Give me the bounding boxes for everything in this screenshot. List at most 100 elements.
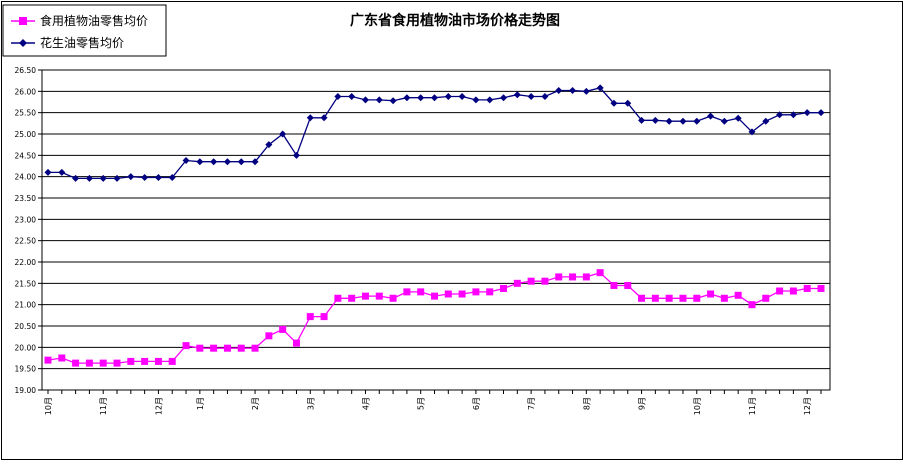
data-point <box>748 128 756 136</box>
data-point <box>361 292 369 300</box>
data-point <box>569 273 577 281</box>
data-point <box>720 294 728 302</box>
data-point <box>707 290 715 298</box>
data-point <box>596 84 604 92</box>
data-point <box>292 151 300 159</box>
data-point <box>707 112 715 120</box>
data-point <box>582 273 590 281</box>
data-point <box>486 96 494 104</box>
data-point <box>320 313 328 321</box>
data-point <box>417 94 425 102</box>
data-point <box>596 269 604 277</box>
data-point <box>168 357 176 365</box>
data-point <box>210 344 218 352</box>
data-point <box>500 94 508 102</box>
data-point <box>403 288 411 296</box>
data-point <box>720 117 728 125</box>
data-point <box>237 158 245 166</box>
data-point <box>624 281 632 289</box>
series-layer <box>44 84 825 367</box>
data-point <box>348 294 356 302</box>
data-point <box>638 294 646 302</box>
data-point <box>279 325 287 333</box>
data-point <box>99 174 107 182</box>
x-tick-label: 7月 <box>527 397 536 410</box>
data-point <box>789 111 797 119</box>
data-point <box>444 290 452 298</box>
y-tick-label: 20.00 <box>15 343 37 352</box>
data-point <box>734 291 742 299</box>
data-point <box>334 294 342 302</box>
data-point <box>803 284 811 292</box>
data-point <box>472 288 480 296</box>
data-point <box>458 92 466 100</box>
y-tick-label: 21.00 <box>15 301 37 310</box>
x-tick-label: 3月 <box>306 397 315 410</box>
data-point <box>265 141 273 149</box>
chart-title: 广东省食用植物油市场价格走势图 <box>350 12 560 29</box>
legend-box <box>2 4 167 57</box>
data-point <box>141 174 149 182</box>
data-point <box>665 294 673 302</box>
data-point <box>223 158 231 166</box>
data-point <box>665 117 673 125</box>
data-point <box>458 290 466 298</box>
data-point <box>444 92 452 100</box>
y-tick-label: 20.50 <box>15 322 37 331</box>
data-point <box>320 114 328 122</box>
data-point <box>375 292 383 300</box>
data-point <box>431 94 438 102</box>
data-point <box>417 288 425 296</box>
series-2 <box>44 84 825 182</box>
x-tick-label: 11月 <box>748 397 757 415</box>
data-point <box>251 344 259 352</box>
data-point <box>500 284 508 292</box>
data-point <box>582 87 590 95</box>
data-point <box>306 313 314 321</box>
data-point <box>817 109 825 117</box>
y-tick-label: 22.00 <box>15 258 37 267</box>
data-point <box>58 354 66 362</box>
data-point <box>389 294 397 302</box>
data-point <box>127 357 135 365</box>
x-tick-label: 5月 <box>417 397 426 410</box>
data-point <box>389 97 397 105</box>
data-point <box>85 174 93 182</box>
y-tick-label: 23.00 <box>15 215 37 224</box>
data-point <box>776 287 784 295</box>
data-point <box>486 288 494 296</box>
data-point <box>237 344 245 352</box>
data-point <box>555 273 563 281</box>
x-tick-label: 8月 <box>582 397 591 410</box>
x-tick-label: 9月 <box>638 397 647 410</box>
data-point <box>472 96 480 104</box>
data-point <box>72 174 80 182</box>
data-point <box>776 111 784 119</box>
y-tick-label: 25.50 <box>15 109 37 118</box>
data-point <box>196 344 204 352</box>
data-point <box>679 294 687 302</box>
data-point <box>789 287 797 295</box>
data-point <box>375 96 383 104</box>
y-tick-label: 25.00 <box>15 130 37 139</box>
data-point <box>334 92 342 100</box>
x-tick-label: 11月 <box>99 397 108 415</box>
y-axis: 19.00 19.50 20.00 20.50 21.00 21.50 22.00 22.50… <box>15 66 42 395</box>
y-tick-label: 22.50 <box>15 237 37 246</box>
chart-border <box>1 1 903 460</box>
data-point <box>113 359 121 367</box>
data-point <box>154 357 162 365</box>
data-point <box>348 92 356 100</box>
data-point <box>182 156 190 164</box>
y-tick-label: 19.00 <box>15 386 37 395</box>
x-axis: 10月 11月 12月 1月 2月 3月 4月 5月 6月 7月 8月 9月 10月 11月 12月 <box>44 390 822 415</box>
data-point <box>803 109 811 117</box>
legend-label-series-1: 食用植物油零售均价 <box>40 13 148 28</box>
data-point <box>651 294 659 302</box>
data-point <box>513 279 521 287</box>
y-tick-label: 26.00 <box>15 87 37 96</box>
y-tick-label: 26.50 <box>15 66 37 75</box>
data-point <box>555 86 563 94</box>
data-point <box>127 173 135 181</box>
